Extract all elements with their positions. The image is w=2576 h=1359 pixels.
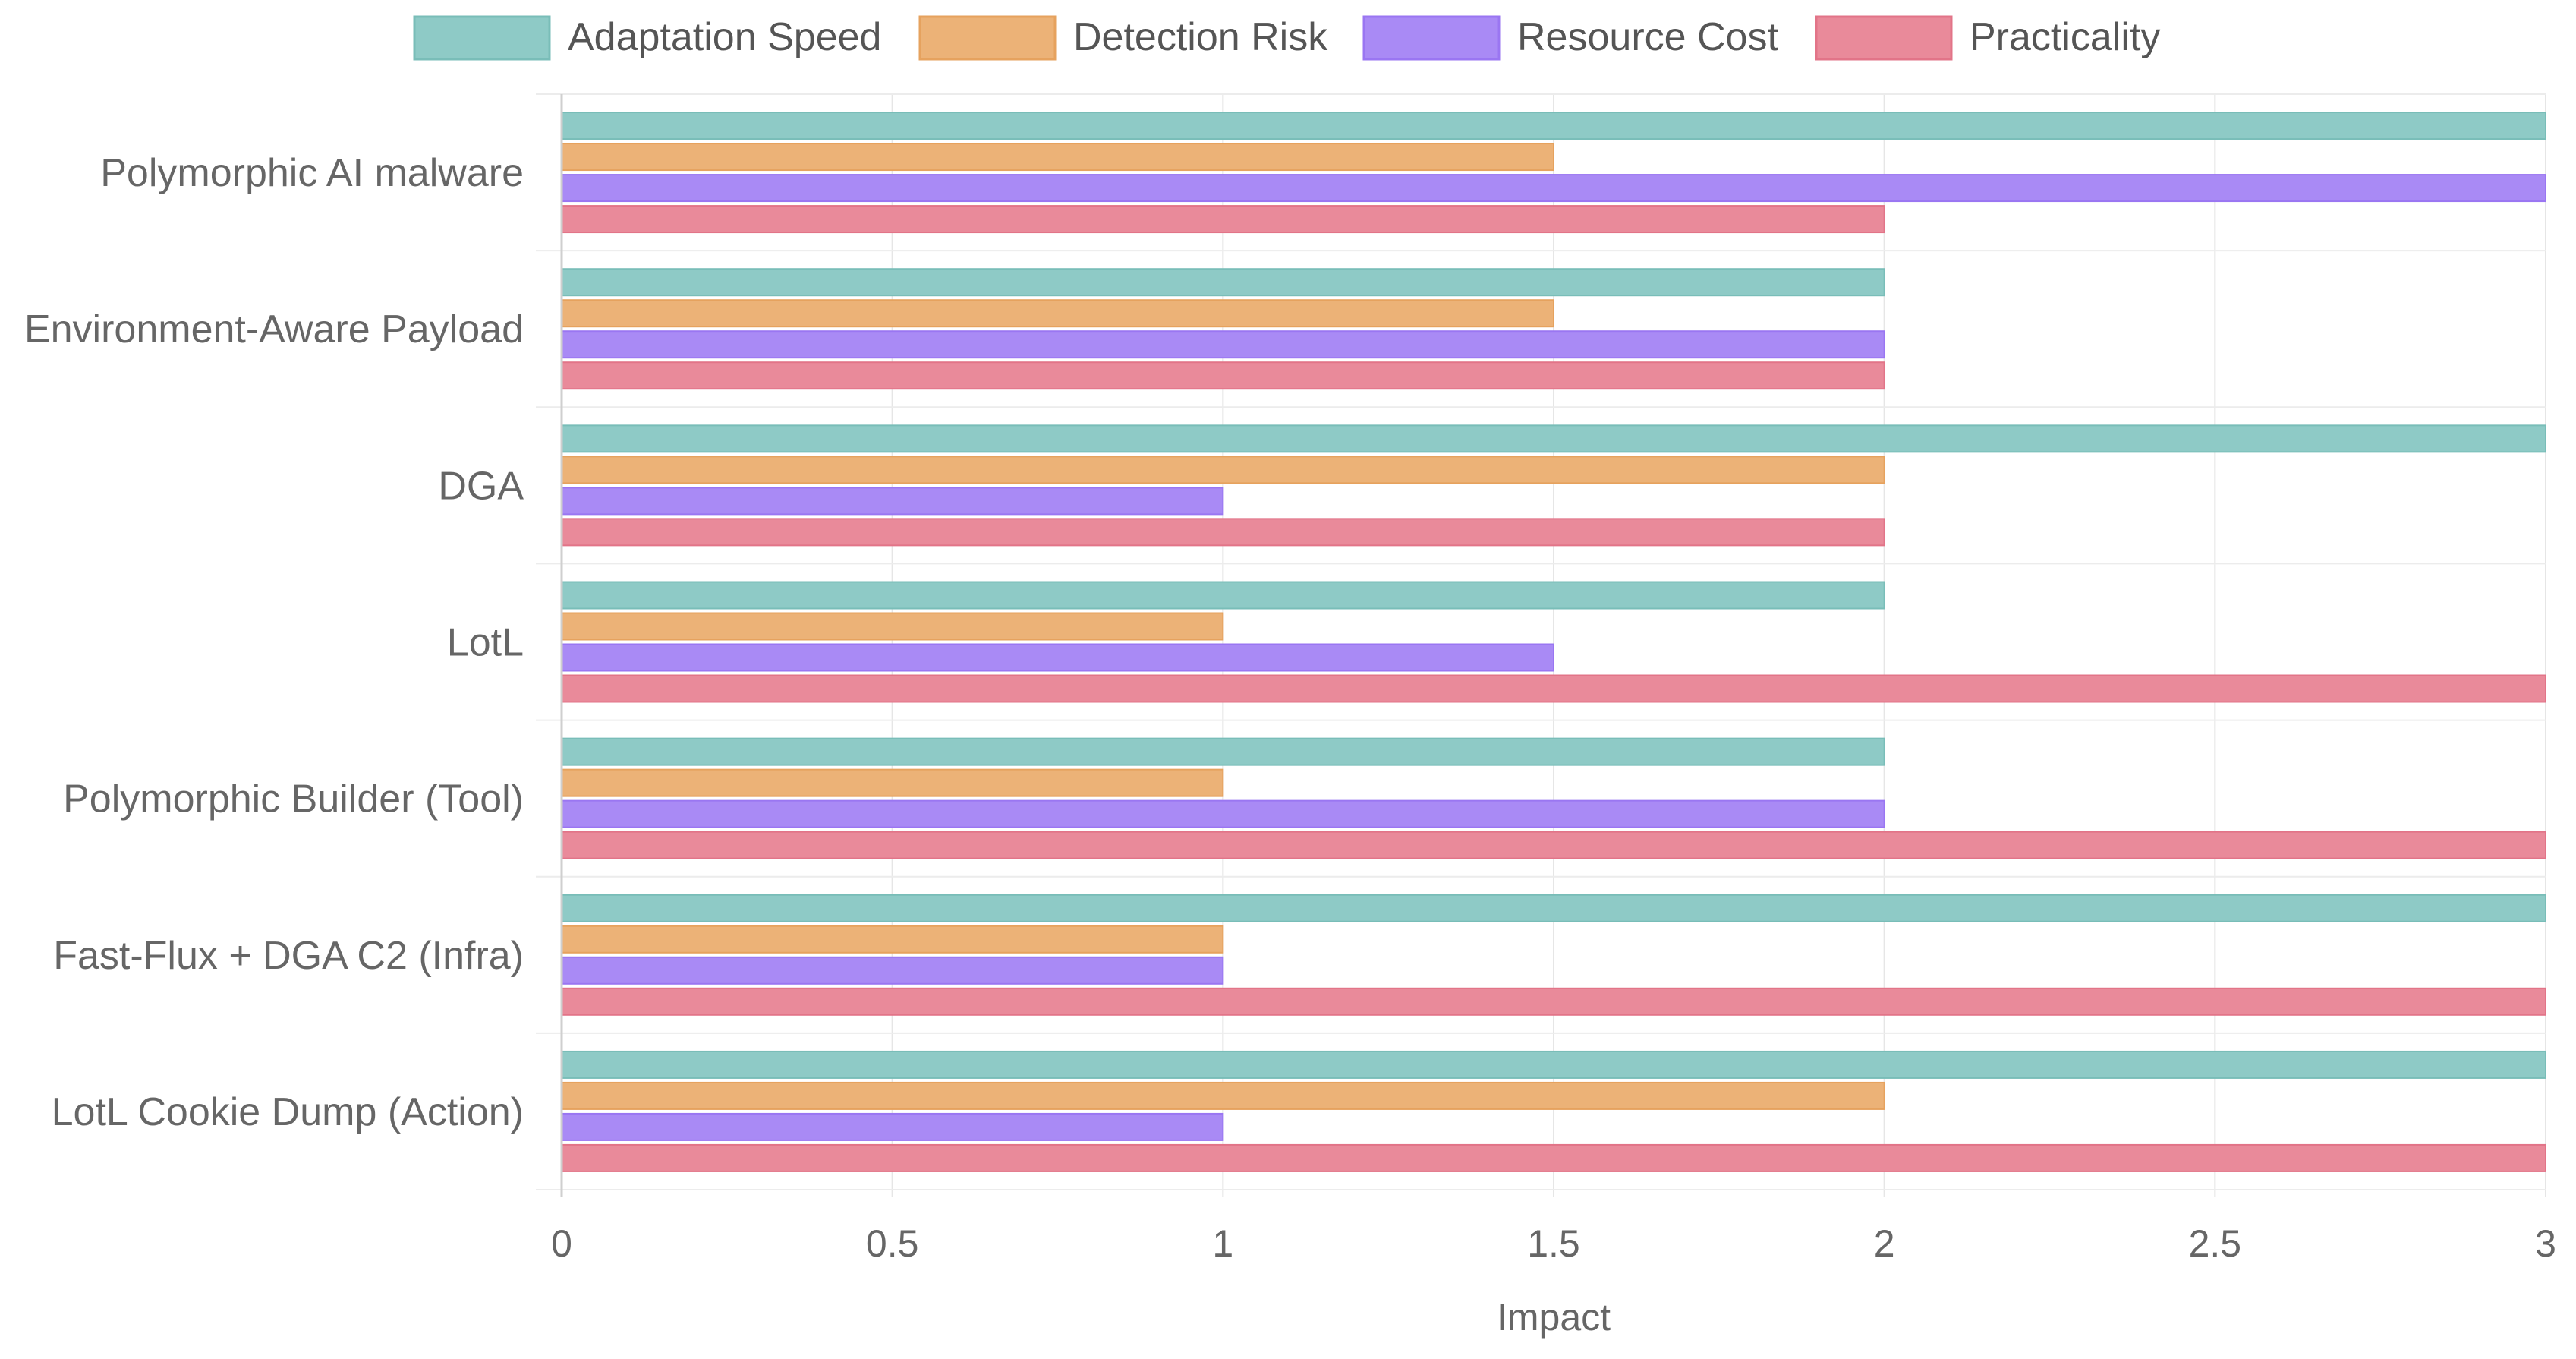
bar-resource-cost[interactable]	[561, 799, 1885, 828]
bar-practicality[interactable]	[561, 674, 2546, 703]
bar-adaptation-speed[interactable]	[561, 737, 1885, 766]
y-category-label: Environment-Aware Payload	[24, 307, 524, 352]
bar-adaptation-speed[interactable]	[561, 424, 2546, 453]
bar-detection-risk[interactable]	[561, 299, 1554, 328]
bar-resource-cost[interactable]	[561, 1112, 1224, 1141]
bar-practicality[interactable]	[561, 205, 1885, 234]
bar-adaptation-speed[interactable]	[561, 268, 1885, 297]
bar-adaptation-speed[interactable]	[561, 112, 2546, 140]
x-tick-label: 0.5	[866, 1222, 919, 1265]
bar-detection-risk[interactable]	[561, 768, 1224, 797]
bar-practicality[interactable]	[561, 987, 2546, 1016]
bar-resource-cost[interactable]	[561, 487, 1224, 516]
grid-layer	[536, 93, 2546, 1197]
axis-layer: 0 0.5 1 1.5 2 2.5 3 Polymorphic AI malware Envir…	[24, 94, 2556, 1265]
bar-detection-risk[interactable]	[561, 612, 1224, 641]
bar-detection-risk[interactable]	[561, 925, 1224, 954]
legend-label: Resource Cost	[1517, 15, 1778, 59]
y-category-label: LotL	[447, 621, 524, 665]
legend-swatch	[918, 15, 1057, 61]
bar-practicality[interactable]	[561, 831, 2546, 859]
bar-detection-risk[interactable]	[561, 1081, 1885, 1110]
bars-layer	[561, 112, 2546, 1172]
legend-label: Detection Risk	[1073, 15, 1328, 59]
legend-swatch	[1362, 15, 1501, 61]
legend-swatch	[413, 15, 551, 61]
bar-adaptation-speed[interactable]	[561, 1050, 2546, 1079]
x-tick-label: 0	[551, 1222, 572, 1265]
x-axis-title: Impact	[1497, 1296, 1611, 1339]
bar-practicality[interactable]	[561, 361, 1885, 390]
bar-practicality[interactable]	[561, 1143, 2546, 1172]
legend-label: Practicality	[1970, 15, 2160, 59]
bar-detection-risk[interactable]	[561, 456, 1885, 484]
x-tick-label: 1	[1212, 1222, 1233, 1265]
bar-practicality[interactable]	[561, 518, 1885, 547]
y-category-label: LotL Cookie Dump (Action)	[52, 1090, 524, 1134]
legend[interactable]: Adaptation Speed Detection Risk Resource C…	[413, 15, 2160, 61]
bar-resource-cost[interactable]	[561, 643, 1554, 672]
y-category-label: DGA	[438, 464, 524, 508]
legend-label: Adaptation Speed	[568, 15, 881, 59]
y-category-label: Polymorphic Builder (Tool)	[63, 777, 524, 821]
legend-item-resource-cost[interactable]: Resource Cost	[1362, 15, 1778, 61]
legend-item-adaptation-speed[interactable]: Adaptation Speed	[413, 15, 881, 61]
legend-swatch	[1815, 15, 1953, 61]
y-category-label: Polymorphic AI malware	[100, 151, 524, 195]
legend-item-practicality[interactable]: Practicality	[1815, 15, 2160, 61]
bar-resource-cost[interactable]	[561, 956, 1224, 985]
bar-adaptation-speed[interactable]	[561, 581, 1885, 610]
legend-item-detection-risk[interactable]: Detection Risk	[918, 15, 1328, 61]
x-tick-label: 1.5	[1527, 1222, 1580, 1265]
x-tick-label: 3	[2535, 1222, 2556, 1265]
bar-detection-risk[interactable]	[561, 143, 1554, 172]
y-category-label: Fast-Flux + DGA C2 (Infra)	[53, 934, 524, 978]
x-tick-label: 2	[1874, 1222, 1895, 1265]
x-tick-label: 2.5	[2189, 1222, 2242, 1265]
bar-resource-cost[interactable]	[561, 330, 1885, 359]
bar-adaptation-speed[interactable]	[561, 894, 2546, 922]
bar-resource-cost[interactable]	[561, 174, 2546, 203]
